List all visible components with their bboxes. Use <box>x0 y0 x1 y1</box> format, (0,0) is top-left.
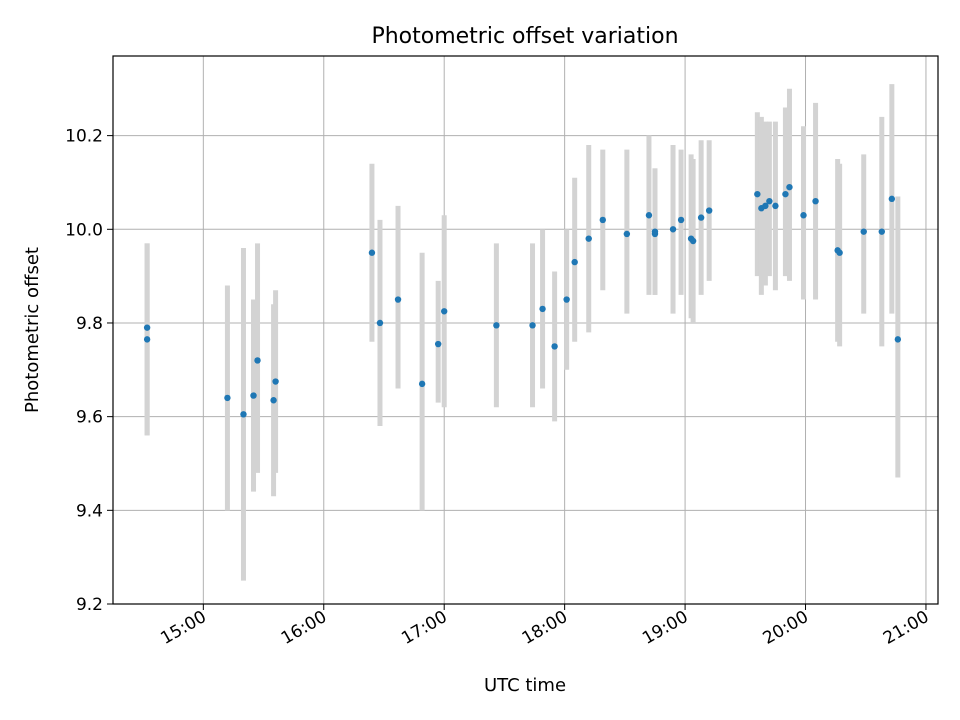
data-point <box>894 336 902 343</box>
y-tick-label: 10.0 <box>65 220 103 240</box>
data-point <box>563 296 570 303</box>
data-point <box>762 202 769 210</box>
data-point <box>651 228 659 235</box>
data-point <box>669 226 677 233</box>
data-point <box>272 378 279 385</box>
data-point <box>493 322 500 329</box>
y-tick-label: 9.8 <box>76 314 103 334</box>
data-point <box>143 324 151 331</box>
data-point <box>888 195 896 203</box>
data-point <box>800 212 807 219</box>
data-point <box>254 357 261 364</box>
data-point <box>143 336 151 343</box>
data-point <box>529 322 536 329</box>
y-axis-label: Photometric offset <box>22 247 43 413</box>
data-point <box>270 397 277 404</box>
data-point <box>786 183 793 191</box>
data-point <box>394 296 402 303</box>
data-point <box>697 214 705 221</box>
data-point <box>571 258 578 266</box>
data-point <box>368 249 376 256</box>
data-point <box>782 190 789 198</box>
data-points <box>143 183 902 418</box>
data-point <box>812 197 819 205</box>
data-point <box>878 228 885 235</box>
chart-title: Photometric offset variation <box>371 24 678 49</box>
data-point <box>677 216 685 224</box>
data-point <box>689 237 697 245</box>
data-point <box>585 235 592 242</box>
y-tick-label: 10.2 <box>65 127 103 147</box>
data-point <box>250 392 257 399</box>
data-point <box>376 319 384 327</box>
plot-frame <box>112 55 939 605</box>
data-point <box>623 230 631 238</box>
y-tick-label: 9.4 <box>76 501 103 521</box>
data-point <box>754 190 761 198</box>
data-point <box>772 202 779 210</box>
y-tick-label: 9.6 <box>76 408 103 428</box>
data-point <box>224 394 231 402</box>
data-point <box>766 197 773 205</box>
data-point <box>418 380 426 388</box>
data-point <box>645 212 653 219</box>
data-point <box>860 228 867 235</box>
data-point <box>705 207 713 214</box>
data-point <box>441 308 448 315</box>
data-point <box>599 216 606 224</box>
data-point <box>539 305 546 313</box>
data-point <box>434 340 442 348</box>
data-point <box>836 249 843 256</box>
y-tick-label: 9.2 <box>76 595 103 615</box>
x-axis-label: UTC time <box>484 675 566 696</box>
data-point <box>551 343 558 350</box>
y-axis-ticks: 9.2 9.4 9.6 9.8 10.0 10.2 <box>65 127 113 615</box>
data-point <box>240 411 247 418</box>
